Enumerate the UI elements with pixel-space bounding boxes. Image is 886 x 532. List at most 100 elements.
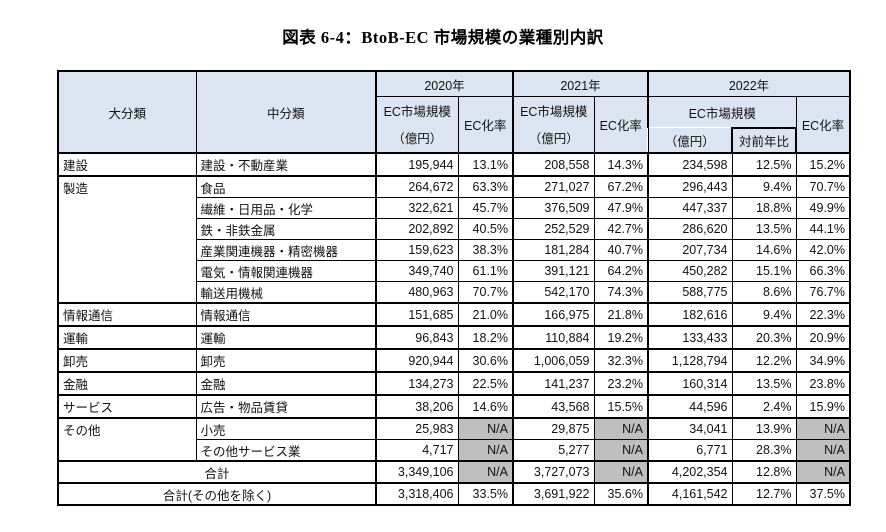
cell-ec-size-2022: 133,433 [647,325,733,350]
table-body: 建設 建設・不動産業 195,944 13.1% 208,558 14.3% 234,598… [57,152,851,506]
table-row: 運輸 運輸 96,843 18.2% 110,884 19.2% 133,433 20.3% 2… [57,325,851,350]
cell-ec-size-2021: 252,529 [512,218,595,240]
cell-ec-size-2020: 349,740 [375,260,459,282]
cell-ec-rate-2021: 74.3% [593,281,649,304]
cell-ec-size-2020: 195,944 [375,152,459,177]
cell-ec-size-2022: 182,616 [647,302,733,327]
header-middle-category: 中分類 [195,70,377,154]
cell-ec-rate-2022: 22.3% [795,302,851,327]
ec-size-label: EC市場規模 [383,105,451,119]
middle-category-cell: 鉄・非鉄金属 [195,218,377,240]
cell-yoy-2022: 8.6% [731,281,797,304]
table-header: 大分類 中分類 2020年 2021年 2022年 EC市場規模 （億円） EC… [57,70,851,154]
cell-ec-rate-2022: 34.9% [795,348,851,373]
total-row: 合計(その他を除く) 3,318,406 33.5% 3,691,922 35.6% 4,… [57,482,851,506]
cell-ec-size-2020: 151,685 [375,302,459,327]
cell-ec-rate-2022: 23.8% [795,371,851,396]
header-unit-2022: （億円） [647,128,733,154]
major-category-cell: 建設 [57,152,197,177]
cell-ec-rate-2021: N/A [593,439,649,462]
major-category-cell: その他 [57,417,197,462]
middle-category-cell: 小売 [195,417,377,440]
cell-ec-size-2022: 447,337 [647,197,733,219]
cell-ec-rate-2021: 40.7% [593,239,649,261]
cell-ec-rate-2022: 66.3% [795,260,851,282]
middle-category-cell: 卸売 [195,348,377,373]
table-row: その他サービス業 4,717 N/A 5,277 N/A 6,771 28.3% N/A [58,439,851,462]
cell-yoy-2022: 13.5% [731,371,797,396]
major-category-cell: サービス [57,394,197,419]
cell-yoy-2022: 18.8% [731,197,797,219]
table-row: 金融 金融 134,273 22.5% 141,237 23.2% 160,314 13.5%… [57,371,851,396]
header-ec-rate-2020: EC化率 [457,96,514,154]
cell-ec-rate-2021: 47.9% [593,197,649,219]
cell-ec-rate-2020: 21.0% [457,302,514,327]
header-yoy-2022: 対前年比 [731,127,797,154]
cell-yoy-2022: 14.6% [731,239,797,261]
middle-category-cell: 産業関連機器・精密機器 [195,239,377,261]
middle-category-cell: 電気・情報関連機器 [195,260,377,282]
unit-label: （億円） [528,132,579,146]
ec-size-unit-stack: EC市場規模 （億円） [516,97,592,152]
cell-ec-rate-2022: 76.7% [795,281,851,304]
cell-ec-size-2021: 5,277 [512,439,595,462]
major-category-cell: 金融 [57,371,197,396]
cell-ec-size-2021: 181,284 [512,239,595,261]
middle-category-cell: 運輸 [195,325,377,350]
cell-ec-size-2021: 542,170 [512,281,595,304]
cell-ec-rate-2020: 18.2% [457,325,514,350]
cell-ec-size-2020: 38,206 [375,394,459,419]
cell-ec-rate-2020: 61.1% [457,260,514,282]
cell-ec-rate-2022: 49.9% [795,197,851,219]
cell-ec-size-2021: 43,568 [512,394,595,419]
cell-yoy-2022: 2.4% [731,394,797,419]
cell-ec-rate-2020: 30.6% [457,348,514,373]
header-ec-size-2022: EC市場規模 [647,96,797,129]
cell-ec-size-2022: 34,041 [647,417,733,440]
cell-ec-rate-2021: 21.8% [593,302,649,327]
middle-category-cell: 建設・不動産業 [195,152,377,177]
header-measure-row: EC市場規模 （億円） EC化率 EC市場規模 （億円） EC化率 EC市場規模… [58,96,851,154]
btob-ec-table: 大分類 中分類 2020年 2021年 2022年 EC市場規模 （億円） EC… [57,70,851,506]
table-row: 製造 食品 264,672 63.3% 271,027 67.2% 296,443 9.4% 7… [57,175,851,304]
cell-ec-size-2022: 160,314 [647,371,733,396]
cell-ec-rate-2022: 20.9% [795,325,851,350]
cell-ec-rate-2021: 35.6% [593,482,649,506]
cell-ec-rate-2021: 14.3% [593,152,649,177]
cell-ec-size-2021: 1,006,059 [512,348,595,373]
header-major-category: 大分類 [57,70,197,154]
header-year-2020: 2020年 [375,70,514,97]
cell-ec-size-2020: 4,717 [375,439,459,462]
cell-ec-rate-2021: 67.2% [593,175,649,198]
cell-ec-rate-2020: N/A [457,439,514,462]
header-ec-size-2020: EC市場規模 （億円） [375,96,459,154]
total-label-cell: 合計(その他を除く) [57,482,377,506]
cell-ec-rate-2022: 42.0% [795,239,851,261]
header-year-2021: 2021年 [512,70,649,97]
header-ec-rate-2022: EC化率 [795,96,851,154]
cell-ec-size-2022: 4,202,354 [647,460,733,484]
cell-ec-rate-2022: 15.9% [795,394,851,419]
cell-ec-size-2022: 296,443 [647,175,733,198]
cell-ec-rate-2022: N/A [795,439,851,462]
cell-ec-rate-2020: 70.7% [457,281,514,304]
ec-size-unit-stack: EC市場規模 （億円） [379,97,456,152]
cell-ec-rate-2022: 15.2% [795,152,851,177]
figure-title: 図表 6-4：BtoB-EC 市場規模の業種別内訳 [282,28,604,47]
cell-ec-rate-2021: 64.2% [593,260,649,282]
table-row: 産業関連機器・精密機器 159,623 38.3% 181,284 40.7% 207,7… [58,239,851,261]
cell-ec-size-2021: 3,727,073 [512,460,595,484]
major-category-cell: 情報通信 [57,302,197,327]
cell-yoy-2022: 28.3% [731,439,797,462]
cell-ec-size-2022: 44,596 [647,394,733,419]
table-row: 鉄・非鉄金属 202,892 40.5% 252,529 42.7% 286,620 13.… [58,218,851,240]
header-year-row: 大分類 中分類 2020年 2021年 2022年 [57,70,851,154]
cell-ec-rate-2022: 70.7% [795,175,851,198]
cell-yoy-2022: 9.4% [731,175,797,198]
cell-ec-size-2022: 6,771 [647,439,733,462]
cell-ec-size-2021: 208,558 [512,152,595,177]
table-row: 電気・情報関連機器 349,740 61.1% 391,121 64.2% 450,282… [58,260,851,282]
ec-size-label: EC市場規模 [520,105,588,119]
middle-category-cell: 食品 [195,175,377,198]
table-row: その他 小売 25,983 N/A 29,875 N/A 34,041 13.9% N/A [57,417,851,462]
